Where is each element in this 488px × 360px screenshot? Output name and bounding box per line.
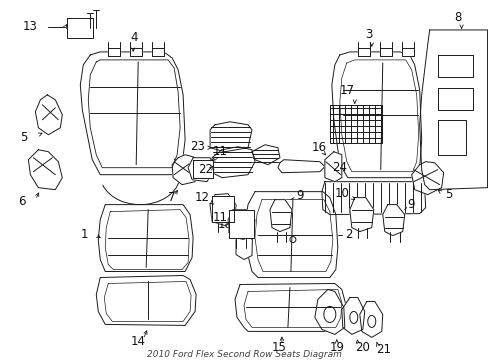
- Polygon shape: [329, 105, 381, 143]
- Polygon shape: [379, 48, 391, 56]
- Text: 2: 2: [344, 228, 351, 241]
- Polygon shape: [212, 195, 234, 222]
- Polygon shape: [382, 204, 404, 235]
- Text: 19: 19: [329, 341, 344, 354]
- Text: 5: 5: [20, 131, 28, 144]
- Text: 15: 15: [271, 341, 286, 354]
- Text: 22: 22: [198, 163, 213, 176]
- Polygon shape: [251, 145, 279, 165]
- Text: 11: 11: [213, 211, 227, 224]
- Polygon shape: [437, 120, 465, 155]
- Polygon shape: [357, 48, 369, 56]
- Text: 21: 21: [375, 343, 390, 356]
- Polygon shape: [172, 155, 200, 185]
- Polygon shape: [67, 18, 93, 38]
- Polygon shape: [277, 160, 324, 173]
- Text: 4: 4: [130, 31, 138, 44]
- Polygon shape: [269, 200, 291, 231]
- Polygon shape: [210, 194, 236, 226]
- Text: 2010 Ford Flex Second Row Seats Diagram: 2010 Ford Flex Second Row Seats Diagram: [146, 350, 341, 359]
- Polygon shape: [235, 283, 345, 332]
- Polygon shape: [341, 297, 364, 334]
- Text: 18: 18: [218, 218, 232, 231]
- Polygon shape: [80, 52, 185, 175]
- Polygon shape: [321, 182, 425, 215]
- Polygon shape: [228, 210, 253, 238]
- Polygon shape: [152, 48, 164, 56]
- Text: 14: 14: [130, 335, 145, 348]
- Polygon shape: [210, 122, 251, 152]
- Text: 16: 16: [311, 141, 326, 154]
- Text: 23: 23: [190, 140, 204, 153]
- Text: 9: 9: [295, 189, 303, 202]
- Text: 12: 12: [195, 191, 210, 204]
- Polygon shape: [210, 147, 254, 178]
- Polygon shape: [401, 48, 413, 56]
- Polygon shape: [35, 95, 62, 135]
- Text: 17: 17: [339, 84, 354, 97]
- Polygon shape: [324, 152, 341, 182]
- Polygon shape: [437, 55, 471, 77]
- Text: 6: 6: [19, 195, 26, 208]
- Polygon shape: [108, 48, 120, 56]
- Polygon shape: [28, 150, 62, 190]
- Polygon shape: [188, 158, 214, 182]
- Text: 10: 10: [334, 187, 349, 200]
- Text: 20: 20: [354, 341, 369, 354]
- Text: 3: 3: [364, 28, 371, 41]
- Polygon shape: [236, 212, 252, 260]
- Polygon shape: [130, 48, 142, 56]
- Polygon shape: [419, 30, 487, 190]
- Polygon shape: [349, 198, 373, 231]
- Text: 24: 24: [331, 161, 346, 174]
- Text: 7: 7: [168, 191, 175, 204]
- Text: 11: 11: [213, 145, 227, 158]
- Polygon shape: [314, 289, 344, 334]
- Text: 13: 13: [22, 21, 37, 33]
- Text: 8: 8: [454, 12, 461, 24]
- Polygon shape: [96, 275, 196, 325]
- Polygon shape: [411, 162, 443, 195]
- Text: 9: 9: [407, 198, 414, 211]
- Text: 5: 5: [444, 188, 451, 201]
- Polygon shape: [193, 160, 213, 178]
- Polygon shape: [331, 52, 421, 178]
- Text: 1: 1: [80, 228, 88, 241]
- Polygon shape: [437, 88, 471, 110]
- Polygon shape: [98, 204, 193, 271]
- Polygon shape: [227, 210, 254, 239]
- Polygon shape: [244, 192, 337, 278]
- Polygon shape: [359, 301, 382, 337]
